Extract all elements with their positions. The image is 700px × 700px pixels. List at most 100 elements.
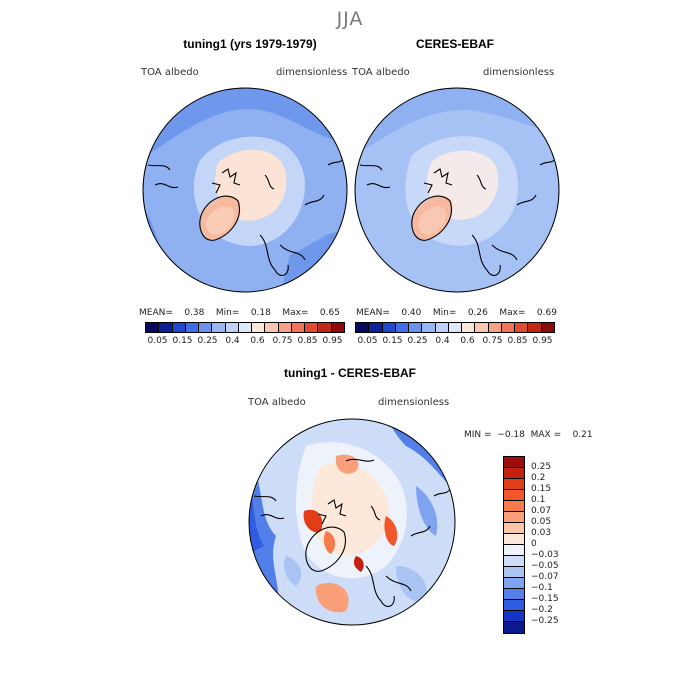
colorbar-swatch [305,323,319,332]
obs-max-value: 0.69 [536,308,557,318]
obs-polar-map [354,87,560,293]
colorbar-swatch [504,523,524,534]
colorbar-tick-label: 0.15 [382,336,403,346]
colorbar-swatch [504,490,524,501]
colorbar-tick-label: −0.03 [531,550,559,560]
colorbar-swatch [159,323,173,332]
colorbar-tick-label: −0.1 [531,583,553,593]
model-max-label: Max= [282,308,309,318]
colorbar-swatch [504,545,524,556]
colorbar-swatch [504,611,524,622]
obs-mean-value: 0.40 [401,308,422,318]
colorbar-tick-label: 0.25 [531,462,552,472]
colorbar-swatch [369,323,383,332]
diff-min-label: MIN = [464,430,492,440]
colorbar-swatch [382,323,396,332]
obs-min-label: Min= [432,308,457,318]
diff-max-value: 0.21 [572,430,593,440]
diff-panel-title: tuning1 - CERES-EBAF [284,366,416,380]
colorbar-swatch [462,323,476,332]
obs-colorbar [355,322,555,333]
obs-colorbar-ticks: 0.05 0.15 0.25 0.4 0.6 0.75 0.85 0.95 [355,336,555,348]
model-panel-title: tuning1 (yrs 1979-1979) [183,37,317,51]
colorbar-swatch [504,589,524,600]
diff-polar-map [248,418,456,626]
colorbar-swatch [504,600,524,611]
colorbar-swatch [422,323,436,332]
diff-colorbar-ticks: 0.25 0.2 0.15 0.1 0.07 0.05 0.03 0 −0.03 −0.05 −0.… [531,456,591,632]
colorbar-tick-label: −0.15 [531,594,559,604]
colorbar-tick-label: 0.75 [482,336,503,346]
colorbar-tick-label: 0.05 [357,336,378,346]
colorbar-swatch [488,323,502,332]
colorbar-swatch [515,323,529,332]
colorbar-swatch [528,323,542,332]
colorbar-tick-label: 0.85 [297,336,318,346]
diff-stats: MIN = −0.18 MAX = 0.21 [464,430,593,440]
colorbar-tick-label: −0.2 [531,605,553,615]
colorbar-swatch [501,323,516,332]
obs-max-label: Max= [499,308,526,318]
colorbar-swatch [356,323,370,332]
colorbar-tick-label: 0.03 [531,528,552,538]
colorbar-swatch [185,323,200,332]
colorbar-tick-label: 0.4 [435,336,450,346]
colorbar-tick-label: 0.85 [507,336,528,346]
colorbar-swatch [475,323,489,332]
season-title: JJA [336,8,364,30]
colorbar-swatch [212,323,226,332]
colorbar-swatch [331,323,344,332]
colorbar-tick-label: −0.25 [531,616,559,626]
colorbar-tick-label: −0.05 [531,561,559,571]
colorbar-swatch [504,457,524,468]
colorbar-tick-label: 0 [531,539,537,549]
model-polar-map [142,87,348,293]
colorbar-swatch [541,323,554,332]
colorbar-swatch [504,622,524,633]
colorbar-swatch [395,323,410,332]
colorbar-tick-label: 0.25 [407,336,428,346]
model-units-label: dimensionless [276,67,348,78]
colorbar-swatch [225,323,239,332]
colorbar-swatch [238,323,253,332]
colorbar-swatch [252,323,266,332]
colorbar-swatch [504,479,524,490]
obs-mean-label: MEAN= [356,308,390,318]
colorbar-swatch [291,323,306,332]
colorbar-tick-label: 0.95 [322,336,343,346]
colorbar-swatch [146,323,160,332]
colorbar-swatch [435,323,449,332]
colorbar-swatch [504,567,524,578]
colorbar-tick-label: −0.07 [531,572,559,582]
colorbar-tick-label: 0.75 [272,336,293,346]
colorbar-tick-label: 0.2 [531,473,546,483]
colorbar-tick-label: 0.1 [531,495,546,505]
diff-colorbar [503,456,525,634]
model-stats: MEAN= 0.38 Min= 0.18 Max= 0.65 [139,308,340,318]
diff-units-label: dimensionless [378,397,450,408]
colorbar-swatch [199,323,213,332]
colorbar-tick-label: 0.05 [147,336,168,346]
obs-stats: MEAN= 0.40 Min= 0.26 Max= 0.69 [356,308,557,318]
obs-min-value: 0.26 [467,308,488,318]
colorbar-swatch [278,323,292,332]
model-min-value: 0.18 [250,308,271,318]
colorbar-tick-label: 0.6 [460,336,475,346]
colorbar-tick-label: 0.25 [197,336,218,346]
colorbar-tick-label: 0.6 [250,336,265,346]
model-mean-label: MEAN= [139,308,173,318]
colorbar-swatch [172,323,186,332]
diff-min-value: −0.18 [497,430,525,440]
colorbar-tick-label: 0.05 [531,517,552,527]
colorbar-tick-label: 0.95 [532,336,553,346]
obs-panel-title: CERES-EBAF [415,37,494,51]
colorbar-tick-label: 0.15 [172,336,193,346]
colorbar-swatch [504,468,524,479]
obs-variable-label: TOA albedo [352,67,410,78]
colorbar-swatch [504,512,524,523]
colorbar-swatch [504,556,524,567]
model-colorbar-ticks: 0.05 0.15 0.25 0.4 0.6 0.75 0.85 0.95 [145,336,345,348]
colorbar-swatch [504,501,524,512]
colorbar-swatch [409,323,423,332]
colorbar-swatch [318,323,332,332]
